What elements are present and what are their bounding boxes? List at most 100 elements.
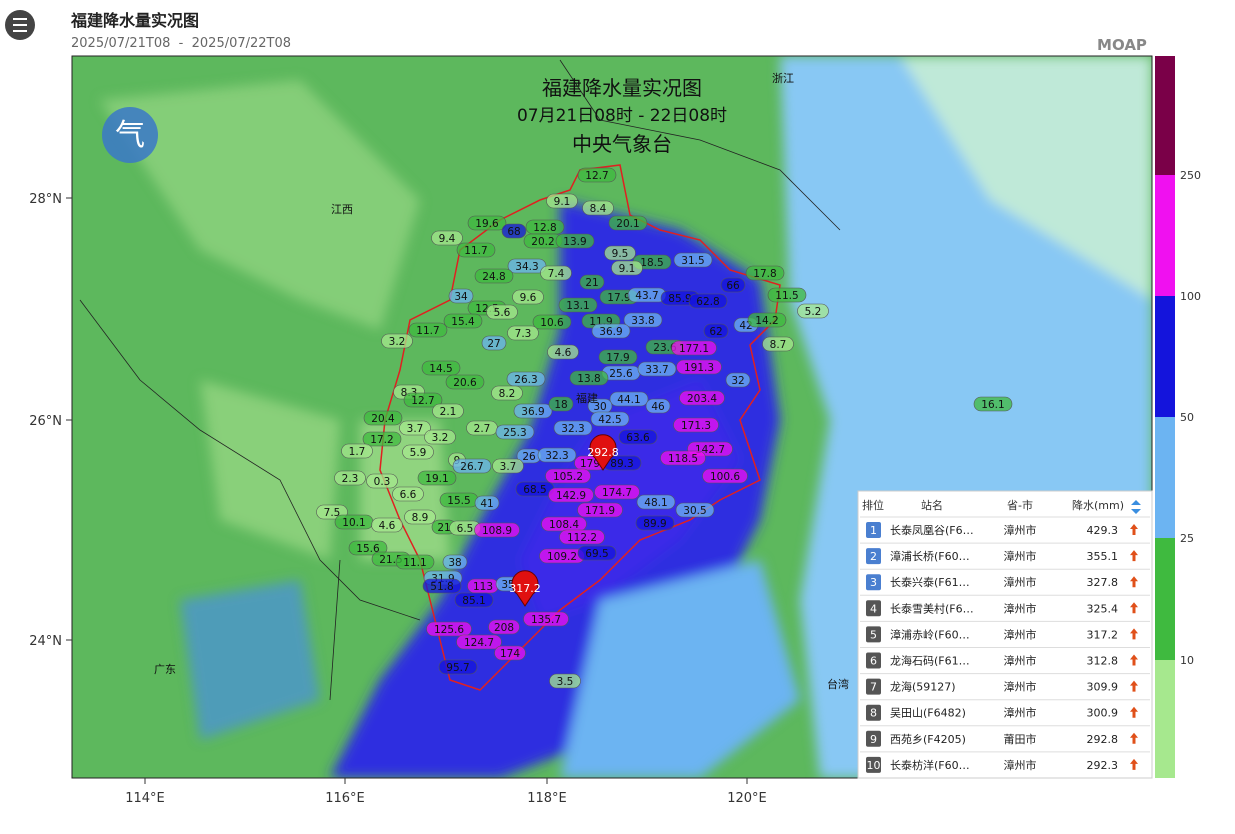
- station-badge: [540, 265, 572, 281]
- station-badge: [618, 429, 658, 445]
- station-name: 长泰雪美村(F6…: [890, 601, 974, 615]
- station-badge: [494, 645, 526, 661]
- station-badge: [467, 215, 507, 231]
- station-badge: [381, 333, 413, 349]
- station-badge: [673, 417, 719, 433]
- station-badge: [547, 344, 579, 360]
- map-title-line: 福建降水量实况图: [542, 76, 702, 100]
- station-value: 20.2: [531, 236, 554, 248]
- station-value: 48.1: [644, 497, 667, 509]
- city: 漳州市: [1004, 706, 1037, 720]
- rank-badge: [866, 600, 881, 617]
- station-value: 3.5: [557, 676, 574, 688]
- rank-badge: [866, 574, 881, 591]
- station-name: 龙海石码(F61…: [890, 654, 970, 668]
- rank: 8: [870, 707, 877, 720]
- station-value: 13.1: [566, 300, 589, 312]
- station-badge: [456, 634, 502, 650]
- station-badge: [474, 268, 514, 284]
- station-badge: [438, 659, 478, 675]
- station-value: 2.3: [342, 473, 359, 485]
- sort-icon: [1131, 500, 1141, 514]
- station-value: 68.5: [523, 484, 546, 496]
- pin-value: 292.8: [587, 446, 619, 459]
- station-value: 32: [731, 375, 744, 387]
- station-badge: [590, 411, 630, 427]
- legend-swatch: [1155, 56, 1175, 175]
- table-header: 降水(mm): [1072, 498, 1124, 512]
- station-value: 25.6: [609, 368, 633, 380]
- station-badge: [424, 429, 456, 445]
- station-value: 124.7: [464, 637, 494, 649]
- station-value: 135.7: [531, 614, 561, 626]
- station-value: 85.9: [668, 293, 691, 305]
- station-badge: [546, 193, 578, 209]
- rank: 1: [870, 524, 877, 537]
- station-value: 63.6: [626, 432, 650, 444]
- station-badge: [577, 167, 617, 183]
- station-value: 9.4: [439, 233, 456, 245]
- station-badge: [348, 540, 388, 556]
- station-badge: [676, 359, 722, 375]
- brand: MOAP: [1097, 36, 1147, 54]
- menu-icon: [13, 18, 27, 32]
- station-value: 142.9: [556, 490, 586, 502]
- station-value: 30.5: [683, 505, 706, 517]
- station-value: 23.6: [653, 342, 677, 354]
- place-label: 福建: [576, 391, 598, 405]
- station-badge: [591, 323, 631, 339]
- station-value: 10.1: [342, 517, 365, 529]
- station-value: 6.5: [457, 523, 474, 535]
- rank-badge: [866, 704, 881, 721]
- station-value: 17.2: [370, 434, 393, 446]
- rainfall: 312.8: [1087, 655, 1119, 668]
- pin: [511, 570, 539, 607]
- station-name: 吴田山(F6482): [890, 707, 966, 720]
- station-value: 171.9: [585, 505, 615, 517]
- station-value: 105.2: [553, 471, 583, 483]
- station-value: 85.1: [462, 595, 485, 607]
- station-value: 62: [709, 326, 722, 338]
- station-value: 12.7: [585, 170, 608, 182]
- station-badge: [366, 473, 398, 489]
- station-value: 7.4: [548, 268, 565, 280]
- station-value: 89.3: [610, 458, 633, 470]
- station-value: 20.4: [371, 413, 395, 425]
- rainfall: 325.4: [1087, 602, 1119, 615]
- legend-swatch: [1155, 296, 1175, 417]
- legend-tick-label: 10: [1180, 654, 1194, 667]
- station-badge: [495, 424, 535, 440]
- station-badge: [762, 336, 794, 352]
- station-badge: [402, 444, 434, 460]
- station-value: 5.2: [805, 306, 822, 318]
- city: 漳州市: [1004, 523, 1037, 537]
- station-badge: [341, 443, 373, 459]
- station-badge: [569, 370, 609, 386]
- station-badge: [486, 304, 518, 320]
- station-badge: [448, 288, 474, 304]
- station-badge: [454, 592, 494, 608]
- station-badge: [703, 323, 729, 339]
- station-value: 44.1: [617, 394, 640, 406]
- station-badge: [671, 340, 717, 356]
- up-arrow: [1130, 576, 1138, 588]
- rank-badge: [866, 652, 881, 669]
- station-badge: [604, 245, 636, 261]
- station-badge: [474, 495, 500, 511]
- map-frame: [71, 55, 1153, 779]
- station-value: 108.4: [549, 519, 579, 531]
- station-badge: [577, 502, 623, 518]
- station-value: 20.1: [616, 218, 639, 230]
- station-value: 7.5: [324, 507, 341, 519]
- rainfall: 292.8: [1087, 733, 1119, 746]
- station-name: 长泰凤凰谷(F6…: [890, 523, 974, 537]
- station-badge: [747, 312, 787, 328]
- up-arrow: [1130, 758, 1138, 770]
- station-badge: [720, 277, 746, 293]
- station-badge: [767, 287, 807, 303]
- station-value: 8.4: [590, 203, 607, 215]
- station-value: 27: [487, 338, 500, 350]
- station-value: 16.1: [981, 399, 1004, 411]
- up-arrow: [1130, 654, 1138, 666]
